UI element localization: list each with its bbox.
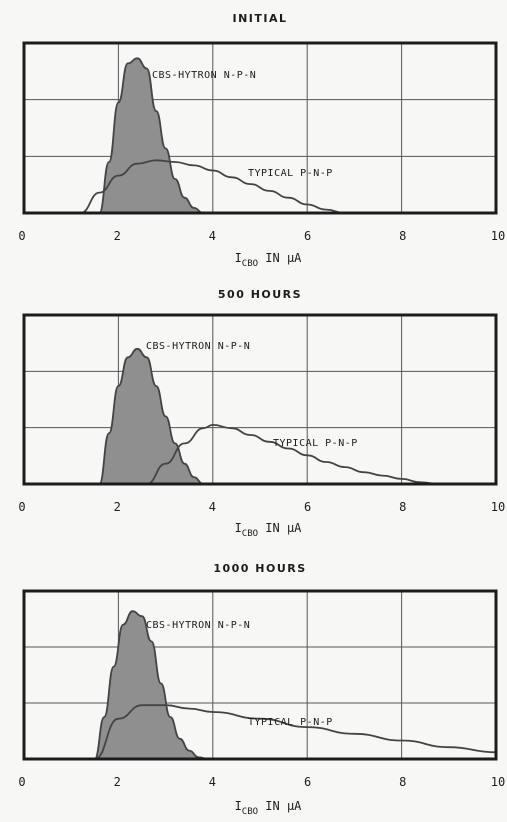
x-axis-label-main: I [235,799,242,813]
x-axis-label-unit: IN μA [258,251,302,265]
x-tick-label: 10 [491,229,505,243]
x-axis-label: ICBO IN μA [235,799,303,817]
x-tick-label: 8 [399,775,406,789]
series-label-pnp: TYPICAL P-N-P [273,438,358,449]
x-tick-label: 6 [304,229,311,243]
x-tick-label: 2 [114,229,121,243]
plot-frame [22,41,498,215]
series-pnp-distribution [146,423,440,485]
x-axis-label-unit: IN μA [258,799,302,813]
x-axis-label-subscript: CBO [242,259,258,269]
x-tick-label: 10 [491,500,505,514]
x-tick-label: 0 [18,229,25,243]
x-axis-label-main: I [235,521,242,535]
chart-panel-2: 500 HOURS CBS-HYTRON N-P-N TYPICAL P-N-P 0 2… [18,288,505,539]
x-tick-label: 2 [114,500,121,514]
x-tick-label: 0 [18,775,25,789]
x-axis-label-subscript: CBO [242,807,258,817]
x-tick-label: 4 [209,775,216,789]
x-axis-label-subscript: CBO [242,529,258,539]
series-label-npn: CBS-HYTRON N-P-N [146,341,250,352]
x-axis-label-main: I [235,251,242,265]
x-tick-label: 0 [18,500,25,514]
x-tick-label: 2 [114,775,121,789]
plot-frame [22,589,498,761]
series-pnp-distribution [80,159,346,214]
series-npn-distribution [93,610,209,760]
panel-title: 1000 HOURS [213,562,306,575]
x-tick-label: 4 [209,229,216,243]
series-label-npn: CBS-HYTRON N-P-N [146,620,250,631]
x-tick-label: 6 [304,500,311,514]
panel-title: 500 HOURS [218,288,302,301]
x-tick-label: 8 [399,500,406,514]
x-tick-label: 8 [399,229,406,243]
series-npn-distribution [98,347,204,485]
series-pnp-distribution [94,704,497,760]
x-tick-label: 6 [304,775,311,789]
plot-frame [22,313,498,486]
x-tick-label: 10 [491,775,505,789]
panel-title: INITIAL [232,12,287,25]
series-npn-distribution [98,57,204,214]
series-label-npn: CBS-HYTRON N-P-N [152,70,256,81]
series-label-pnp: TYPICAL P-N-P [248,168,333,179]
x-tick-label: 4 [209,500,216,514]
x-axis-label-unit: IN μA [258,521,302,535]
x-axis-label: ICBO IN μA [235,251,303,269]
series-label-pnp: TYPICAL P-N-P [248,717,333,728]
x-axis-label: ICBO IN μA [235,521,303,539]
chart-panel-1: INITIAL CBS-HYTRON N-P-N TYPICAL P-N-P 0 2 4 6… [18,12,505,269]
chart-panel-3: 1000 HOURS CBS-HYTRON N-P-N TYPICAL P-N-P 0… [18,562,505,817]
